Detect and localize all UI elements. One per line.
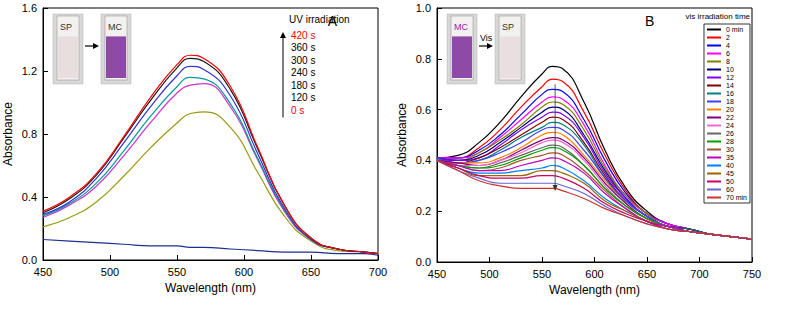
svg-text:600: 600 xyxy=(235,266,253,278)
svg-text:700: 700 xyxy=(690,268,708,280)
svg-text:0.0: 0.0 xyxy=(416,256,431,268)
svg-text:35: 35 xyxy=(726,154,734,161)
svg-text:0.8: 0.8 xyxy=(22,128,37,140)
svg-text:1.2: 1.2 xyxy=(22,65,37,77)
svg-text:0 s: 0 s xyxy=(291,105,304,116)
svg-text:420 s: 420 s xyxy=(291,30,315,41)
svg-text:0.6: 0.6 xyxy=(416,104,431,116)
svg-text:180 s: 180 s xyxy=(291,80,315,91)
svg-text:0.4: 0.4 xyxy=(416,154,431,166)
svg-text:16: 16 xyxy=(726,90,734,97)
svg-text:700: 700 xyxy=(369,266,387,278)
svg-text:650: 650 xyxy=(638,268,656,280)
svg-text:1.6: 1.6 xyxy=(22,2,37,14)
svg-text:0.0: 0.0 xyxy=(22,254,37,266)
svg-text:45: 45 xyxy=(726,170,734,177)
svg-text:240 s: 240 s xyxy=(291,67,315,78)
svg-text:550: 550 xyxy=(533,268,551,280)
svg-text:Wavelength (nm): Wavelength (nm) xyxy=(165,281,256,295)
svg-text:B: B xyxy=(645,13,654,29)
svg-text:0 min: 0 min xyxy=(726,26,743,33)
svg-text:650: 650 xyxy=(302,266,320,278)
svg-text:2: 2 xyxy=(726,34,730,41)
svg-text:500: 500 xyxy=(480,268,498,280)
svg-text:60: 60 xyxy=(726,186,734,193)
svg-text:14: 14 xyxy=(726,82,734,89)
svg-text:450: 450 xyxy=(428,268,446,280)
svg-text:Absorbance: Absorbance xyxy=(1,102,15,166)
svg-text:40: 40 xyxy=(726,162,734,169)
svg-text:28: 28 xyxy=(726,138,734,145)
svg-text:550: 550 xyxy=(168,266,186,278)
svg-text:8: 8 xyxy=(726,58,730,65)
svg-text:30: 30 xyxy=(726,146,734,153)
svg-text:22: 22 xyxy=(726,114,734,121)
svg-text:MC: MC xyxy=(108,22,122,32)
svg-text:750: 750 xyxy=(743,268,761,280)
svg-text:Vis: Vis xyxy=(480,33,493,43)
svg-text:4: 4 xyxy=(726,42,730,49)
svg-text:20: 20 xyxy=(726,106,734,113)
svg-text:26: 26 xyxy=(726,130,734,137)
svg-text:500: 500 xyxy=(101,266,119,278)
svg-text:10: 10 xyxy=(726,66,734,73)
svg-text:0.2: 0.2 xyxy=(416,205,431,217)
svg-text:UV irradiation: UV irradiation xyxy=(289,14,350,25)
svg-text:50: 50 xyxy=(726,178,734,185)
svg-text:6: 6 xyxy=(726,50,730,57)
svg-text:70 min: 70 min xyxy=(726,194,747,201)
svg-text:vis irradiation time: vis irradiation time xyxy=(686,12,751,21)
svg-text:24: 24 xyxy=(726,122,734,129)
svg-text:1.0: 1.0 xyxy=(416,2,431,14)
svg-text:600: 600 xyxy=(585,268,603,280)
svg-text:18: 18 xyxy=(726,98,734,105)
svg-text:Absorbance: Absorbance xyxy=(395,103,409,167)
svg-text:0.8: 0.8 xyxy=(416,53,431,65)
svg-text:0.4: 0.4 xyxy=(22,191,37,203)
svg-text:SP: SP xyxy=(60,22,72,32)
svg-text:SP: SP xyxy=(502,22,514,32)
svg-text:MC: MC xyxy=(454,22,468,32)
svg-text:360 s: 360 s xyxy=(291,42,315,53)
svg-text:120 s: 120 s xyxy=(291,92,315,103)
svg-text:12: 12 xyxy=(726,74,734,81)
svg-text:300 s: 300 s xyxy=(291,55,315,66)
svg-text:450: 450 xyxy=(34,266,52,278)
svg-text:Wavelength (nm): Wavelength (nm) xyxy=(549,283,640,297)
